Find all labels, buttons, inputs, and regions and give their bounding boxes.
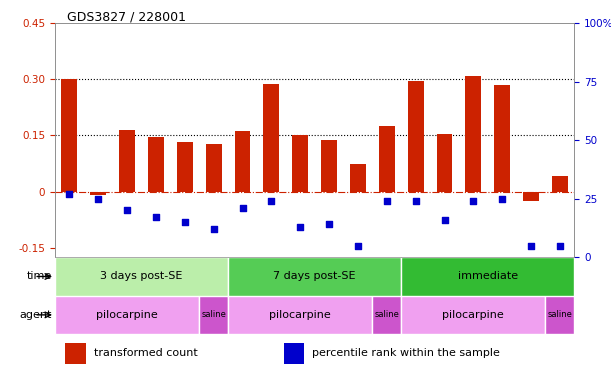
- Bar: [235, 131, 251, 192]
- Bar: [494, 85, 510, 192]
- Bar: [119, 130, 135, 192]
- Bar: [55, 257, 228, 296]
- Text: time: time: [27, 271, 52, 281]
- Point: [266, 198, 276, 204]
- Bar: [228, 296, 372, 334]
- Bar: [148, 137, 164, 192]
- Bar: [65, 343, 86, 364]
- Point: [324, 222, 334, 228]
- Point: [65, 191, 75, 197]
- Point: [122, 207, 132, 214]
- Text: pilocarpine: pilocarpine: [269, 310, 331, 320]
- Bar: [401, 296, 546, 334]
- Bar: [55, 296, 199, 334]
- Bar: [437, 134, 452, 192]
- Bar: [284, 343, 304, 364]
- Point: [439, 217, 449, 223]
- Bar: [199, 296, 228, 334]
- Bar: [372, 296, 401, 334]
- Text: transformed count: transformed count: [94, 348, 198, 358]
- Text: pilocarpine: pilocarpine: [442, 310, 504, 320]
- Bar: [546, 296, 574, 334]
- Bar: [90, 192, 106, 195]
- Bar: [523, 192, 539, 201]
- Bar: [552, 176, 568, 192]
- Point: [151, 214, 161, 220]
- Bar: [228, 257, 401, 296]
- Point: [209, 226, 219, 232]
- Bar: [321, 140, 337, 192]
- Point: [93, 196, 103, 202]
- Point: [180, 219, 189, 225]
- Bar: [177, 142, 192, 192]
- Text: GDS3827 / 228001: GDS3827 / 228001: [67, 10, 186, 23]
- Point: [555, 243, 565, 249]
- Bar: [206, 144, 222, 192]
- Point: [469, 198, 478, 204]
- Point: [295, 224, 305, 230]
- Bar: [466, 76, 481, 192]
- Text: 3 days post-SE: 3 days post-SE: [100, 271, 183, 281]
- Text: percentile rank within the sample: percentile rank within the sample: [312, 348, 500, 358]
- Bar: [263, 84, 279, 192]
- Point: [411, 198, 420, 204]
- Bar: [408, 81, 423, 192]
- Point: [526, 243, 536, 249]
- Point: [353, 243, 363, 249]
- Text: immediate: immediate: [458, 271, 518, 281]
- Text: 7 days post-SE: 7 days post-SE: [273, 271, 356, 281]
- Bar: [62, 78, 78, 192]
- Text: saline: saline: [375, 310, 399, 319]
- Bar: [292, 135, 308, 192]
- Bar: [350, 164, 366, 192]
- Text: saline: saline: [547, 310, 573, 319]
- Point: [382, 198, 392, 204]
- Bar: [401, 257, 574, 296]
- Bar: [379, 126, 395, 192]
- Point: [497, 196, 507, 202]
- Text: pilocarpine: pilocarpine: [97, 310, 158, 320]
- Text: agent: agent: [20, 310, 52, 320]
- Text: saline: saline: [201, 310, 226, 319]
- Point: [238, 205, 247, 211]
